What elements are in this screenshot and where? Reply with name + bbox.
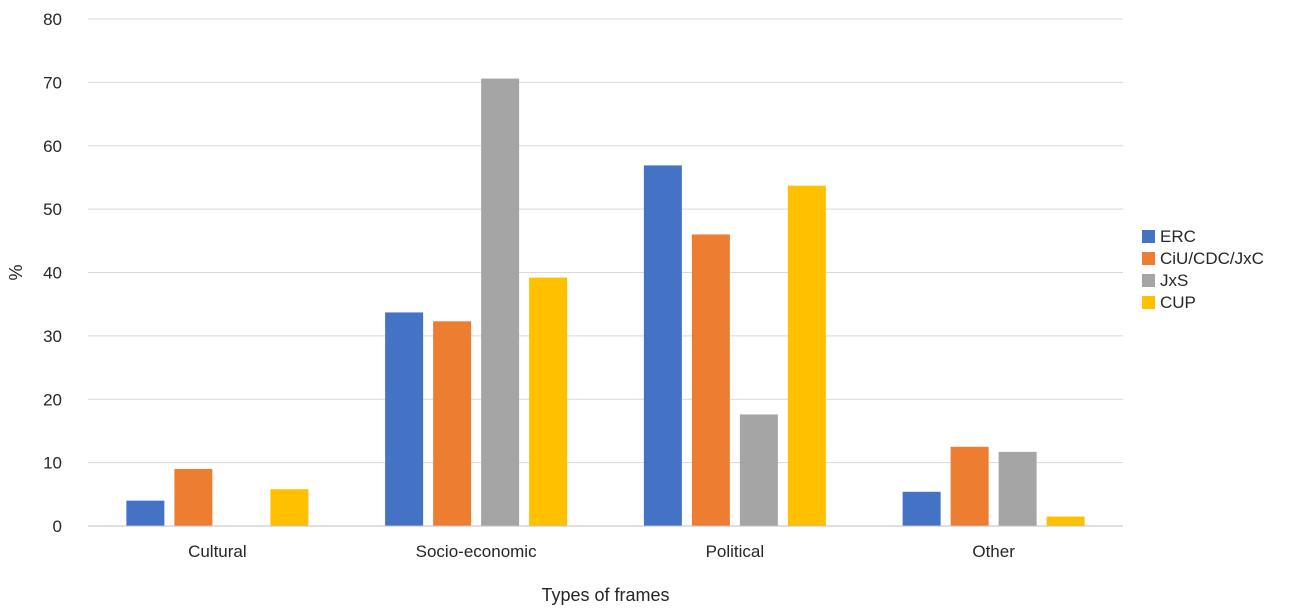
y-tick-label: 60: [43, 137, 62, 156]
x-tick-label: Other: [972, 542, 1015, 561]
bar-erc-3: [902, 491, 941, 526]
y-axis-ticks: 0 10 20 30 40 50 60 70 80: [43, 10, 62, 536]
x-axis-ticks: Cultural Socio-economic Political Other: [188, 542, 1015, 561]
y-tick-label: 10: [43, 454, 62, 473]
bar-ciu-cdc-jxc-0: [174, 468, 213, 526]
bar-erc-2: [643, 165, 682, 527]
bar-erc-0: [126, 500, 165, 526]
y-tick-label: 80: [43, 10, 62, 29]
legend-swatch-jxs: [1142, 274, 1155, 287]
bar-jxs-3: [998, 451, 1037, 526]
y-tick-label: 50: [43, 200, 62, 219]
bar-cup-0: [270, 489, 309, 526]
y-tick-label: 20: [43, 390, 62, 409]
legend-swatch-ciu-cdc-jxc: [1142, 252, 1155, 265]
gridlines: [88, 18, 1123, 464]
y-tick-label: 70: [43, 73, 62, 92]
bar-cup-1: [529, 277, 568, 526]
legend-label-erc: ERC: [1160, 227, 1196, 246]
bar-cup-3: [1046, 516, 1085, 526]
bar-cup-2: [787, 185, 826, 526]
legend-label-jxs: JxS: [1160, 271, 1188, 290]
y-tick-label: 30: [43, 327, 62, 346]
y-tick-label: 0: [53, 517, 62, 536]
bar-ciu-cdc-jxc-3: [950, 446, 989, 526]
legend-label-ciu-cdc-jxc: CiU/CDC/JxC: [1160, 249, 1264, 268]
x-tick-label: Socio-economic: [416, 542, 537, 561]
bars: [126, 78, 1085, 527]
y-axis-title: %: [6, 264, 26, 280]
bar-jxs-2: [739, 414, 778, 526]
bar-erc-1: [385, 312, 424, 526]
x-tick-label: Political: [706, 542, 765, 561]
legend-swatch-cup: [1142, 296, 1155, 309]
y-tick-label: 40: [43, 264, 62, 283]
legend-label-cup: CUP: [1160, 293, 1196, 312]
bar-ciu-cdc-jxc-1: [433, 321, 472, 526]
x-axis-title: Types of frames: [541, 585, 669, 605]
bar-jxs-1: [481, 78, 520, 526]
legend: ERC CiU/CDC/JxC JxS CUP: [1142, 227, 1264, 312]
x-tick-label: Cultural: [188, 542, 247, 561]
legend-swatch-erc: [1142, 230, 1155, 243]
bar-ciu-cdc-jxc-2: [691, 234, 730, 526]
